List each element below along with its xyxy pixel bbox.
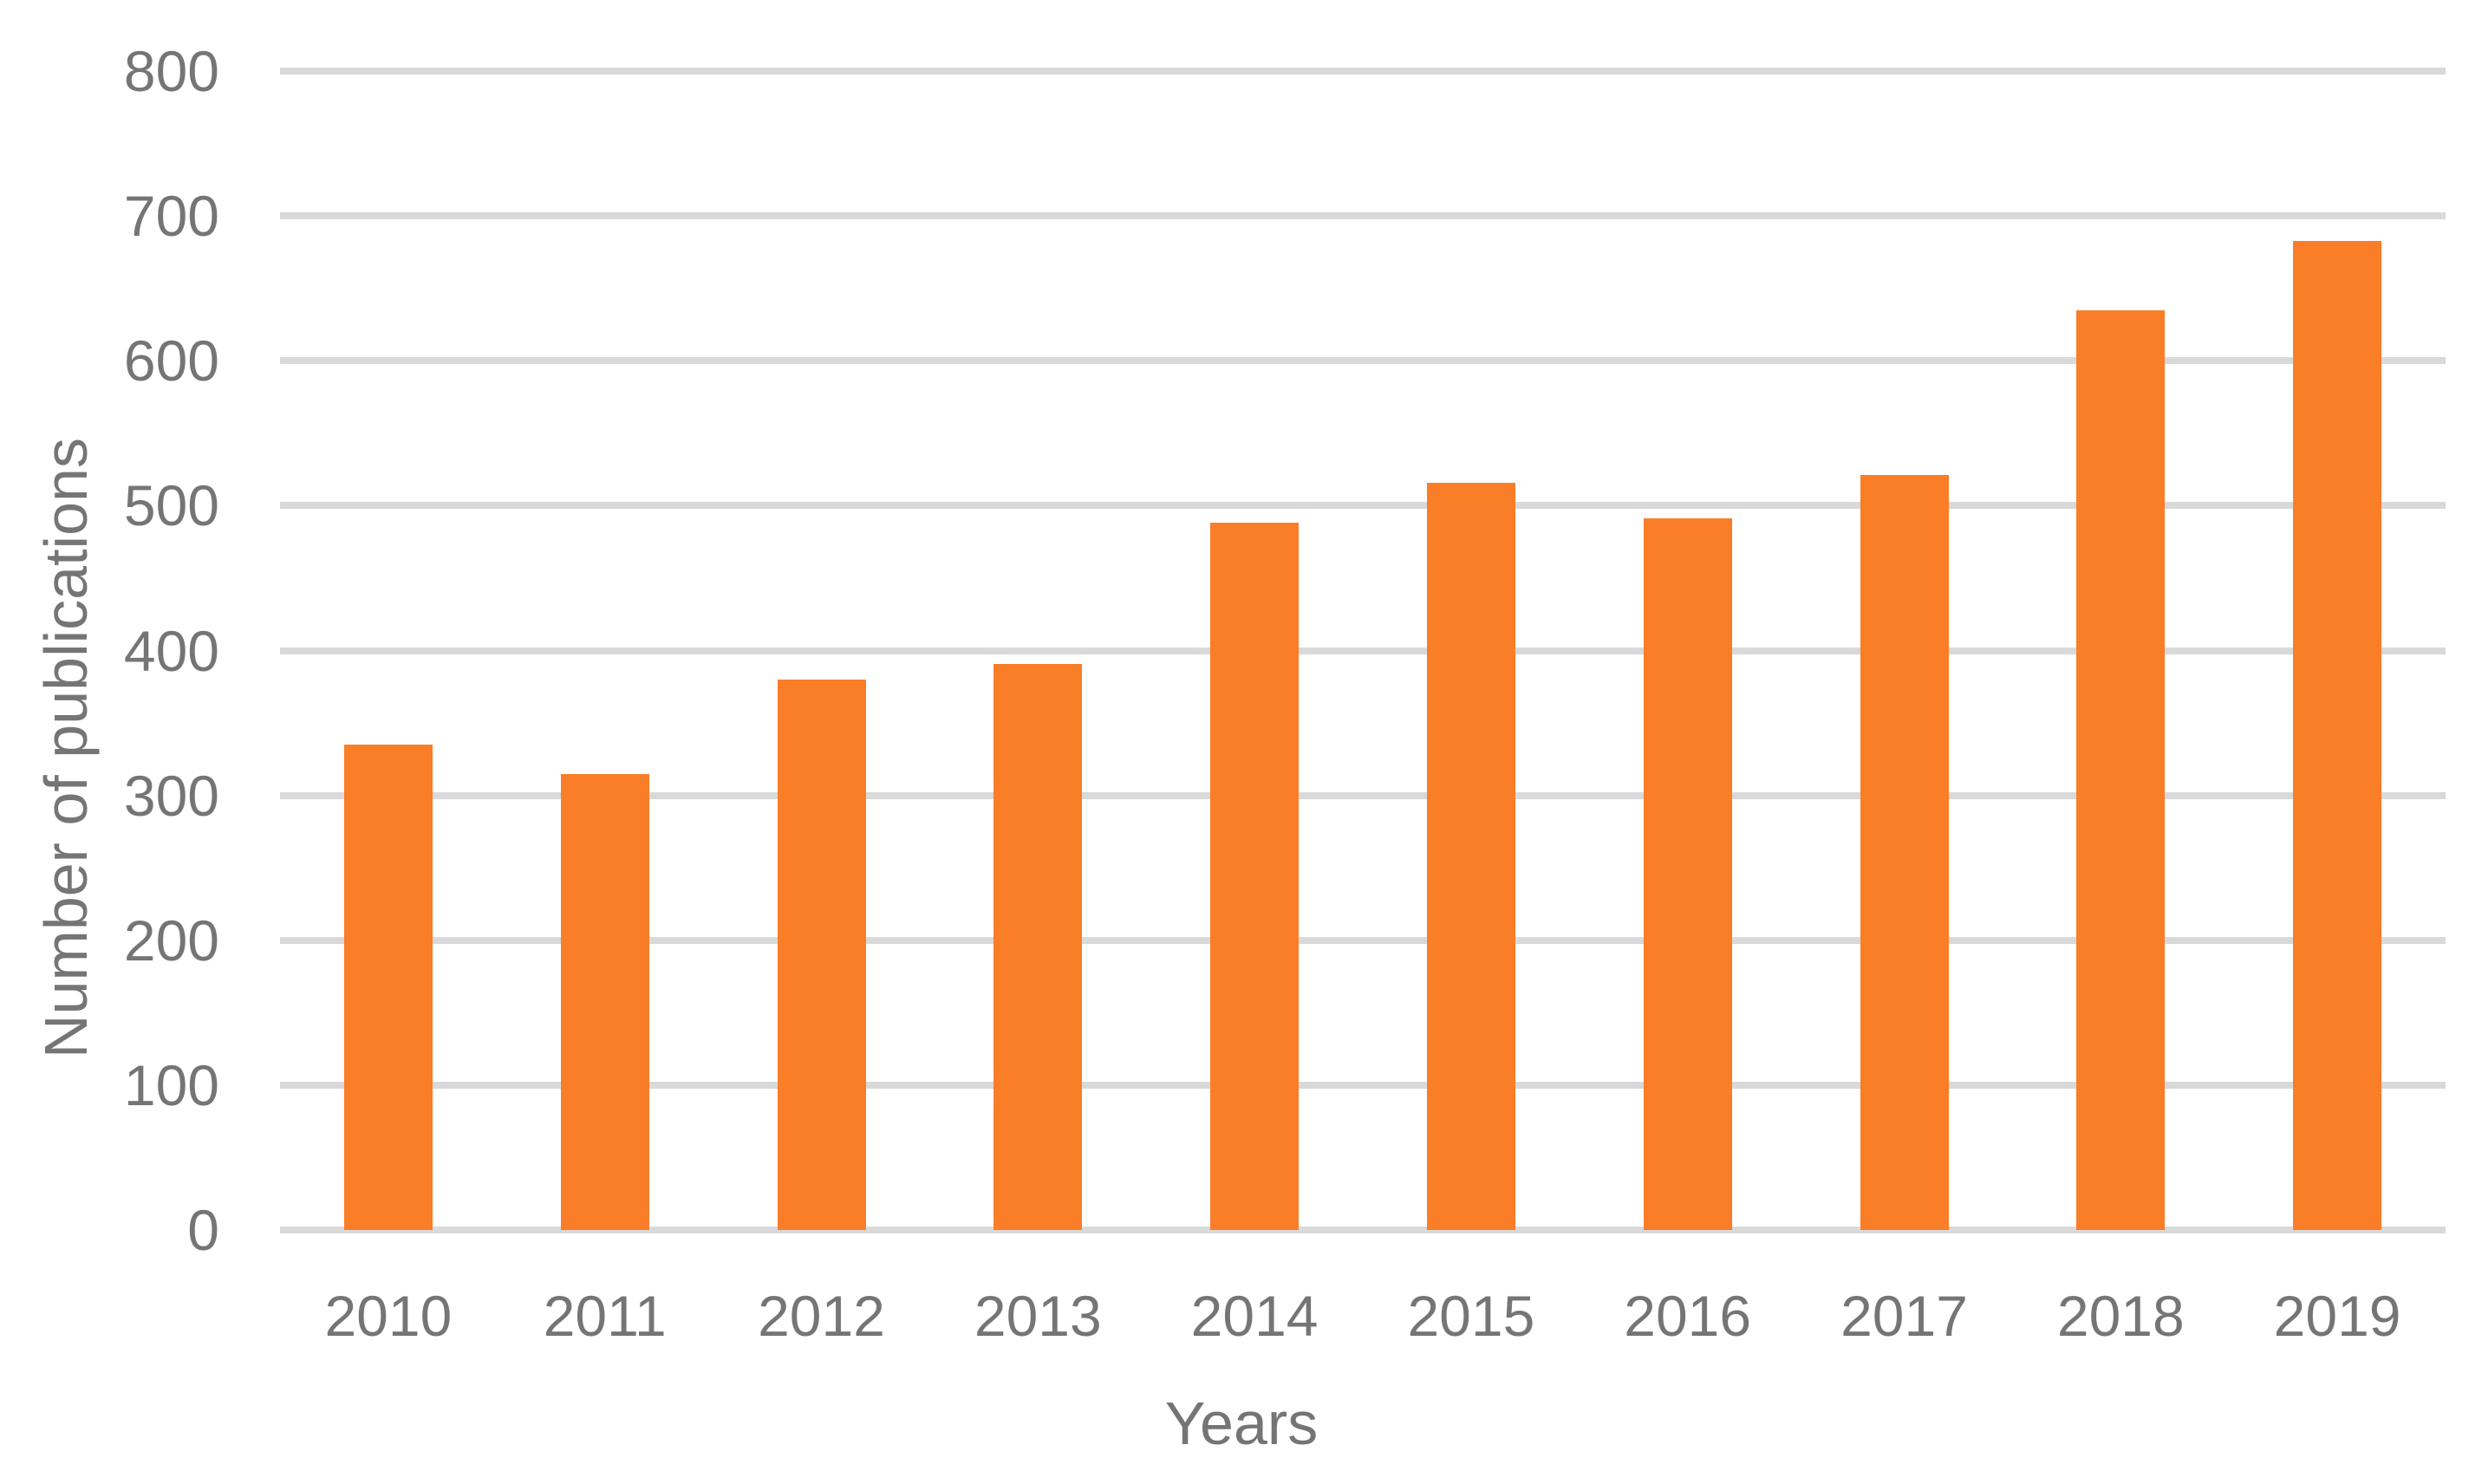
gridline-800: [280, 68, 2446, 75]
bar-2012: [777, 679, 866, 1230]
y-tick-label-500: 500: [123, 473, 219, 538]
y-tick-label-600: 600: [123, 329, 219, 394]
bar-2018: [2076, 309, 2166, 1230]
x-tick-label-2013: 2013: [974, 1284, 1102, 1348]
x-tick-label-2018: 2018: [2056, 1284, 2185, 1348]
y-tick-label-700: 700: [123, 184, 219, 249]
x-tick-label-2014: 2014: [1190, 1284, 1319, 1348]
x-axis-title: Years: [1164, 1390, 1319, 1457]
gridline-700: [280, 212, 2446, 220]
bar-2010: [343, 745, 433, 1230]
y-tick-label-800: 800: [123, 39, 219, 103]
x-tick-label-2015: 2015: [1407, 1284, 1535, 1348]
x-tick-label-2010: 2010: [324, 1284, 453, 1348]
bar-2015: [1426, 482, 1515, 1230]
bar-2011: [560, 773, 649, 1230]
bar-2016: [1643, 518, 1732, 1230]
gridline-500: [280, 502, 2446, 510]
y-tick-label-400: 400: [123, 618, 219, 683]
y-axis-title: Number of publications: [32, 438, 100, 1058]
bar-2017: [1860, 475, 1949, 1230]
x-tick-label-2019: 2019: [2273, 1284, 2401, 1348]
x-tick-label-2017: 2017: [1840, 1284, 1968, 1348]
x-tick-label-2011: 2011: [543, 1284, 667, 1348]
bar-2013: [993, 663, 1083, 1230]
x-axis-line: [280, 1227, 2446, 1233]
y-tick-label-100: 100: [123, 1052, 219, 1117]
bar-2014: [1210, 523, 1300, 1230]
gridline-400: [280, 647, 2446, 654]
x-tick-label-2012: 2012: [758, 1284, 885, 1348]
gridline-200: [280, 936, 2446, 944]
gridline-100: [280, 1081, 2446, 1089]
y-tick-label-300: 300: [123, 763, 219, 828]
bar-2019: [2293, 240, 2382, 1230]
plot-area: [280, 68, 2446, 1233]
y-tick-label-0: 0: [187, 1198, 219, 1262]
gridline-600: [280, 357, 2446, 365]
x-tick-label-2016: 2016: [1624, 1284, 1752, 1348]
y-tick-label-200: 200: [123, 908, 219, 973]
gridline-300: [280, 791, 2446, 799]
